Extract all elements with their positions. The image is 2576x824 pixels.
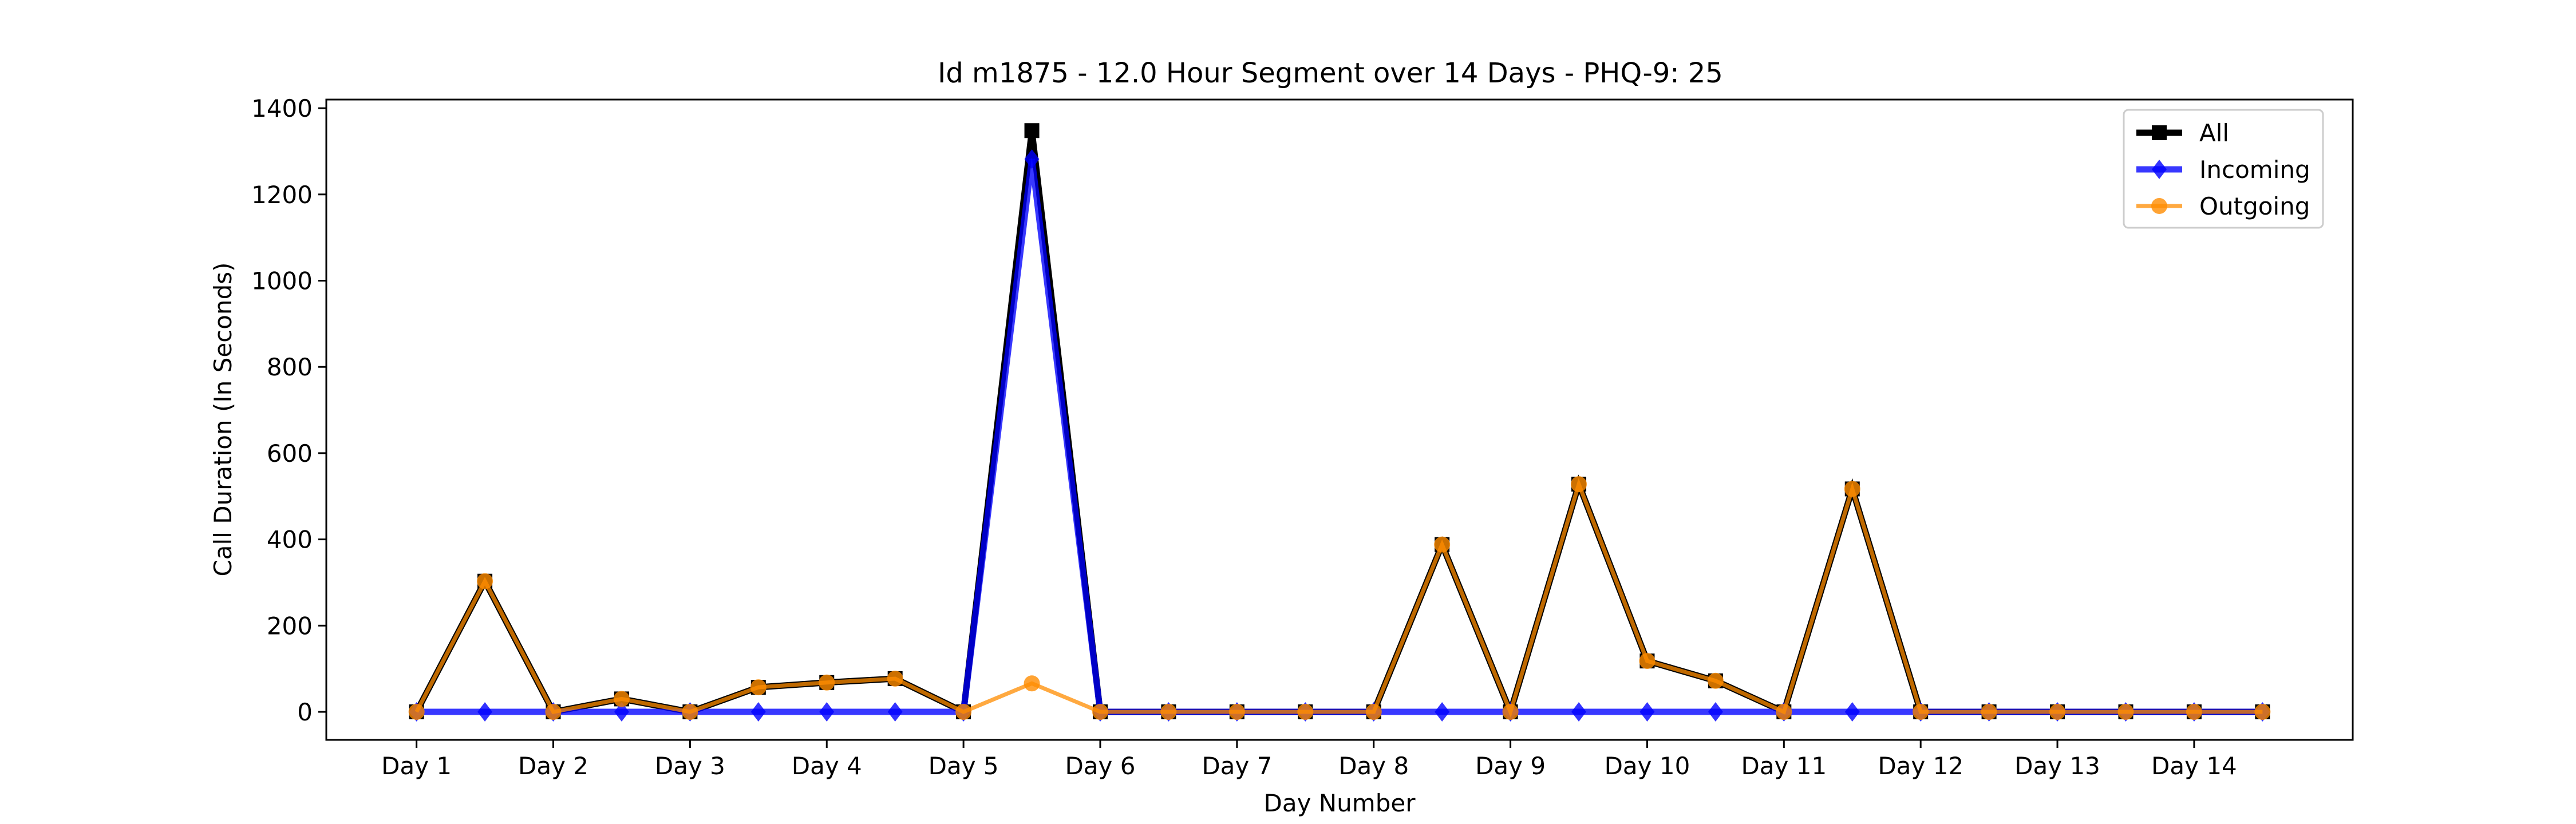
data-point-outgoing	[1434, 536, 1451, 553]
legend-item-all: All	[2136, 119, 2229, 147]
y-axis-label: Call Duration (In Seconds)	[209, 262, 237, 576]
y-tick-label: 1000	[251, 267, 313, 295]
data-point-incoming	[1639, 702, 1655, 722]
x-tick-label: Day 2	[518, 752, 588, 780]
plot-area	[325, 98, 2354, 741]
data-point-incoming	[1708, 702, 1723, 722]
data-point-outgoing	[1844, 481, 1860, 497]
legend: All Incoming Outgoing	[2123, 109, 2324, 229]
chart-title: Id m1875 - 12.0 Hour Segment over 14 Day…	[938, 57, 1723, 89]
y-tick-label: 0	[297, 698, 313, 726]
data-point-outgoing	[1160, 704, 1177, 720]
x-axis-label: Day Number	[1263, 789, 1416, 817]
legend-marker-incoming	[2152, 160, 2167, 179]
data-point-outgoing	[408, 704, 425, 720]
legend-item-incoming: Incoming	[2136, 156, 2310, 184]
data-point-outgoing	[1571, 476, 1587, 493]
legend-marker-all	[2152, 125, 2167, 140]
data-point-outgoing	[2254, 704, 2271, 720]
data-point-incoming	[819, 702, 835, 722]
data-point-incoming	[750, 702, 766, 722]
y-tick-label: 1400	[251, 94, 313, 122]
series-incoming	[409, 149, 2270, 722]
data-point-outgoing	[1502, 704, 1519, 720]
legend-frame	[2123, 109, 2324, 229]
x-tick-label: Day 4	[792, 752, 862, 780]
data-point-outgoing	[1297, 704, 1314, 720]
series-all	[409, 123, 2270, 722]
data-point-outgoing	[1228, 704, 1245, 720]
y-tick-label: 1200	[251, 181, 313, 209]
data-point-outgoing	[2186, 704, 2202, 720]
x-tick-label: Day 5	[929, 752, 999, 780]
legend-marker-outgoing	[2151, 198, 2167, 214]
legend-item-outgoing: Outgoing	[2136, 192, 2310, 220]
x-tick-label: Day 3	[655, 752, 725, 780]
data-point-outgoing	[1913, 704, 1929, 720]
data-point-outgoing	[1776, 704, 1792, 720]
x-tick-label: Day 12	[1878, 752, 1963, 780]
data-point-incoming	[1024, 149, 1040, 169]
data-point-outgoing	[750, 679, 767, 696]
legend-label-all: All	[2199, 119, 2229, 147]
data-point-outgoing	[819, 674, 835, 691]
data-point-incoming	[477, 702, 493, 722]
x-tick-label: Day 8	[1338, 752, 1409, 780]
data-point-outgoing	[2049, 704, 2066, 720]
data-point-outgoing	[955, 704, 972, 720]
data-point-outgoing	[1707, 672, 1724, 689]
x-tick-label: Day 14	[2151, 752, 2237, 780]
data-point-outgoing	[1981, 704, 1997, 720]
x-axis: Day 1 Day 2 Day 3 Day 4 Day 5 Day 6 Day 7 Day 8…	[381, 740, 2237, 780]
legend-label-incoming: Incoming	[2199, 156, 2310, 184]
data-point-outgoing	[1092, 704, 1108, 720]
series-layer	[408, 123, 2271, 722]
x-tick-label: Day 1	[381, 752, 452, 780]
data-point-outgoing	[1639, 653, 1656, 670]
x-tick-label: Day 6	[1065, 752, 1135, 780]
legend-label-outgoing: Outgoing	[2199, 192, 2310, 220]
data-point-outgoing	[545, 704, 562, 720]
data-point-outgoing	[2117, 704, 2134, 720]
data-point-incoming	[1435, 702, 1450, 722]
data-point-incoming	[614, 702, 629, 722]
series-outgoing	[408, 476, 2271, 720]
series-line-incoming	[416, 159, 2263, 715]
x-tick-label: Day 10	[1605, 752, 1690, 780]
series-line-outgoing	[414, 478, 2263, 718]
data-point-outgoing	[887, 670, 903, 687]
x-tick-label: Day 9	[1475, 752, 1546, 780]
x-tick-label: Day 11	[1741, 752, 1827, 780]
data-point-incoming	[1571, 702, 1587, 722]
data-point-outgoing	[1024, 675, 1040, 692]
data-point-outgoing	[682, 704, 698, 720]
data-point-outgoing	[613, 691, 630, 707]
y-tick-label: 400	[267, 526, 313, 554]
y-tick-label: 200	[267, 612, 313, 640]
data-point-all	[1024, 123, 1040, 138]
x-tick-label: Day 13	[2014, 752, 2100, 780]
y-tick-label: 800	[267, 353, 313, 381]
series-line-all	[413, 130, 2263, 722]
y-tick-label: 600	[267, 439, 313, 468]
data-point-incoming	[887, 702, 903, 722]
x-tick-label: Day 7	[1202, 752, 1272, 780]
data-point-incoming	[1844, 702, 1860, 722]
data-point-outgoing	[477, 573, 493, 589]
data-point-outgoing	[1365, 704, 1382, 720]
y-axis: 0 200 400 600 800 1000 1200 1400	[251, 94, 326, 726]
